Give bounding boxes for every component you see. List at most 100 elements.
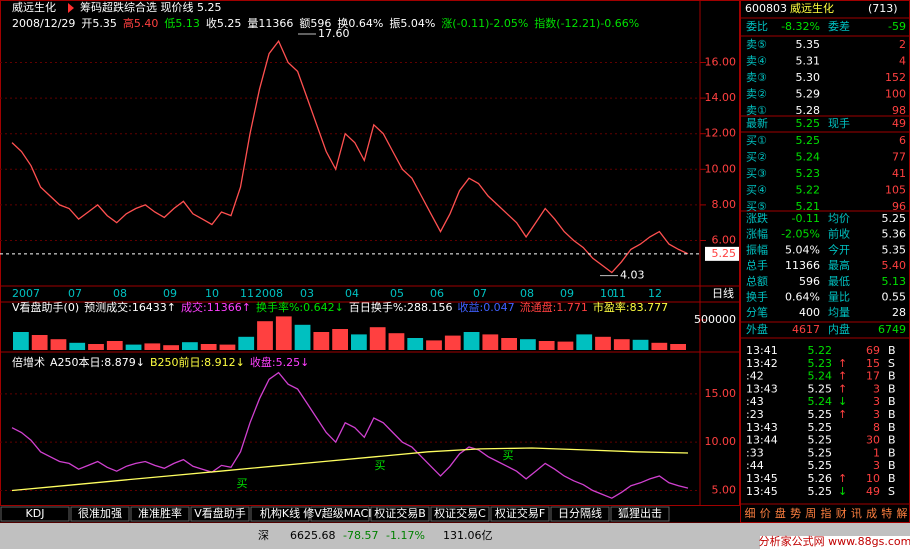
tab-label[interactable]: 日分隔线 bbox=[558, 506, 602, 520]
detail-tab[interactable]: 势 bbox=[790, 507, 801, 520]
detail-tab[interactable]: 周 bbox=[805, 507, 816, 520]
field-label: 总额 bbox=[746, 274, 768, 288]
bid-price: 5.21 bbox=[796, 200, 821, 213]
tab[interactable] bbox=[490, 506, 550, 522]
field-value: 596 bbox=[799, 275, 820, 288]
indicator-title: 收盘:5.25↓ bbox=[250, 355, 309, 369]
volume-bar bbox=[501, 338, 517, 350]
volume-bar bbox=[106, 341, 123, 350]
tab[interactable] bbox=[130, 506, 190, 522]
tick-arrow: ↓ bbox=[838, 485, 847, 498]
volume-bar bbox=[557, 341, 574, 350]
bid-label: 买① bbox=[746, 134, 767, 147]
field-label: 今开 bbox=[828, 242, 850, 256]
detail-tab[interactable]: 特 bbox=[881, 506, 892, 520]
field-value: 0.55 bbox=[882, 291, 907, 304]
tick-price: 5.25 bbox=[808, 446, 833, 459]
detail-tab[interactable]: 指 bbox=[821, 506, 832, 520]
volume-title: 流通盘:1.771 bbox=[520, 300, 588, 314]
series-line bbox=[11, 39, 689, 274]
x-tick-label: 10 bbox=[205, 287, 219, 300]
y-tick-label: 14.00 bbox=[705, 91, 737, 104]
tick-side: B bbox=[888, 344, 896, 357]
tab-label[interactable]: 狐狸出击 bbox=[618, 506, 662, 520]
tick-price: 5.25 bbox=[808, 485, 833, 498]
x-tick-label: 2007 bbox=[12, 287, 40, 300]
series-line bbox=[11, 447, 689, 492]
field-value: 0.64% bbox=[785, 291, 820, 304]
detail-tab[interactable]: 细 bbox=[745, 507, 756, 520]
detail-tab[interactable]: 成 bbox=[866, 507, 877, 520]
y-tick-label: 5.00 bbox=[712, 484, 737, 497]
y-tick-label: 10.00 bbox=[705, 435, 737, 448]
tab[interactable] bbox=[190, 506, 250, 522]
x-tick-label: 11 bbox=[612, 287, 626, 300]
y-tick-label: 15.00 bbox=[705, 387, 737, 400]
tab-label[interactable]: 很准加强 bbox=[78, 506, 122, 520]
tab-label[interactable]: 修V超级MACD bbox=[303, 506, 377, 520]
tab[interactable] bbox=[0, 506, 70, 522]
field-value: -0.11 bbox=[792, 212, 820, 225]
tab-label[interactable]: 权证交易F bbox=[495, 506, 545, 520]
bid-volume: 41 bbox=[892, 167, 906, 180]
stock-name: 威远生化 bbox=[790, 1, 834, 15]
volume-bar bbox=[426, 340, 442, 350]
tick-side: B bbox=[888, 395, 896, 408]
bid-price: 5.23 bbox=[796, 167, 821, 180]
tab[interactable] bbox=[70, 506, 130, 522]
field-label: 均价 bbox=[828, 212, 850, 225]
field-label: 分笔 bbox=[746, 305, 768, 319]
ask-volume: 100 bbox=[885, 88, 906, 101]
field-value: -8.32% bbox=[781, 20, 820, 33]
volume-bar bbox=[651, 342, 668, 350]
tab-label[interactable]: 权证交易C bbox=[434, 506, 486, 520]
ask-label: 卖③ bbox=[746, 71, 767, 84]
ask-volume: 4 bbox=[899, 55, 906, 68]
tab-label[interactable]: KDJ bbox=[26, 507, 45, 520]
volume-bar bbox=[13, 332, 29, 350]
bid-price: 5.24 bbox=[796, 151, 821, 164]
bid-price: 5.22 bbox=[796, 184, 821, 197]
info-item: 额596 bbox=[299, 17, 331, 30]
volume-bar bbox=[69, 342, 86, 350]
tab[interactable] bbox=[430, 506, 490, 522]
period-label: 日线 bbox=[712, 286, 734, 300]
detail-tab[interactable]: 财 bbox=[836, 506, 847, 520]
indicator-title: 倍增术 bbox=[12, 355, 45, 369]
last-price-label: 5.25 bbox=[712, 247, 737, 260]
bid-volume: 6 bbox=[899, 134, 906, 147]
tab[interactable] bbox=[550, 506, 610, 522]
tab-label[interactable]: 机构K线 bbox=[260, 506, 300, 520]
y-tick-label: 10.00 bbox=[705, 162, 737, 175]
buy-signal: 买 bbox=[503, 449, 514, 462]
volume-bar bbox=[88, 344, 104, 350]
volume-bar bbox=[182, 342, 198, 350]
x-tick-label: 03 bbox=[300, 287, 314, 300]
tab[interactable] bbox=[610, 506, 670, 522]
status-item: 6625.68 bbox=[290, 529, 336, 542]
tick-time: :44 bbox=[746, 459, 764, 472]
ask-volume: 98 bbox=[892, 104, 906, 117]
field-label: 外盘 bbox=[746, 322, 768, 336]
ask-price: 5.30 bbox=[796, 71, 821, 84]
tick-arrow: ↓ bbox=[838, 395, 847, 408]
tab[interactable] bbox=[250, 506, 310, 522]
tab[interactable] bbox=[310, 506, 370, 522]
tab[interactable] bbox=[370, 506, 430, 522]
tab-label[interactable]: 准准胜率 bbox=[138, 506, 182, 520]
tab-label[interactable]: 权证交易B bbox=[374, 506, 426, 520]
tick-side: S bbox=[888, 485, 895, 498]
tick-time: :23 bbox=[746, 408, 764, 421]
detail-tab[interactable]: 价 bbox=[760, 507, 771, 520]
tick-time: :42 bbox=[746, 370, 764, 383]
x-tick-label: 06 bbox=[430, 287, 444, 300]
detail-tab[interactable]: 盘 bbox=[775, 506, 786, 520]
info-item: 量11366 bbox=[247, 17, 293, 30]
tick-volume: 30 bbox=[866, 434, 880, 447]
status-item: 131.06亿 bbox=[443, 529, 493, 542]
volume-title: 百日换手%:288.156 bbox=[349, 300, 453, 314]
detail-tab[interactable]: 讯 bbox=[851, 507, 862, 520]
tab-label[interactable]: V看盘助手 bbox=[194, 506, 246, 520]
detail-tab[interactable]: 解 bbox=[897, 506, 908, 520]
volume-bar bbox=[351, 334, 367, 350]
